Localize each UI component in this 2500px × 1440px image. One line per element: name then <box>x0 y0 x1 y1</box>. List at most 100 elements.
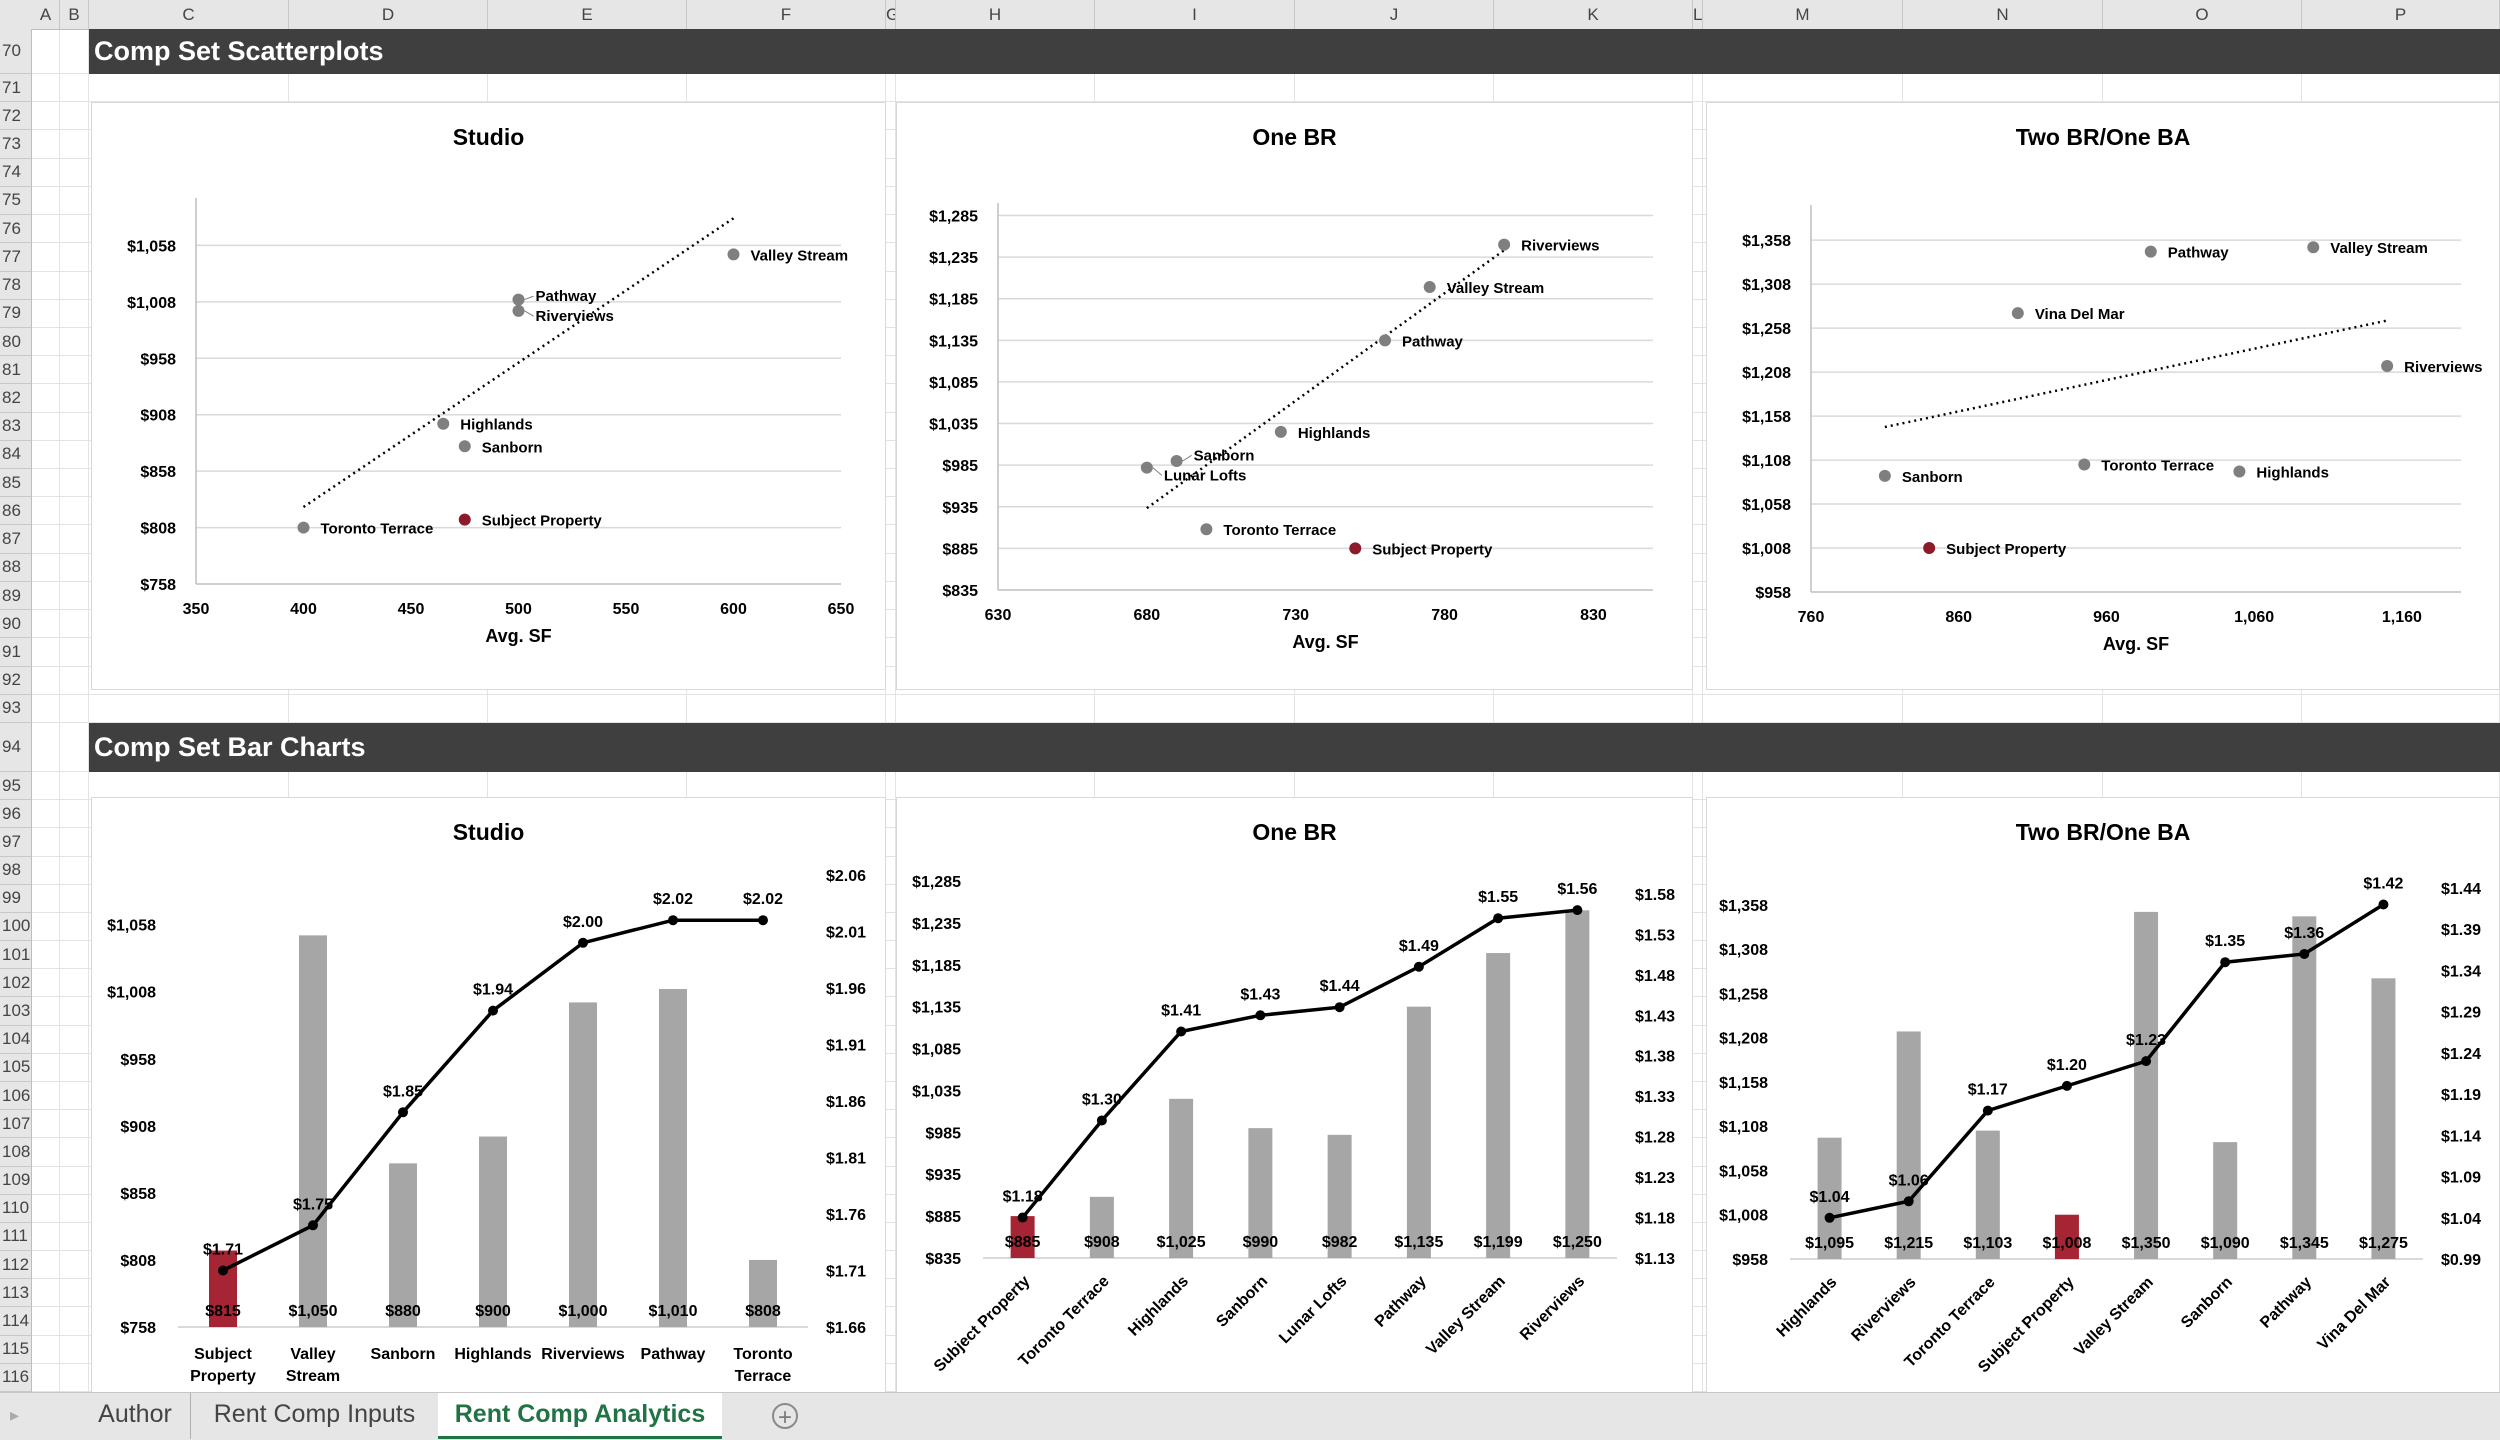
row-header-114[interactable]: 114 <box>0 1307 32 1336</box>
bar-chart-one-br[interactable]: One BR $835 $885 $935 $985 $1,035 $1,085 $1,135… <box>896 797 1693 1397</box>
column-header-I[interactable]: I <box>1095 0 1295 29</box>
column-header-G[interactable]: G <box>886 0 896 29</box>
row-header-116[interactable]: 116 <box>0 1363 32 1392</box>
row-header-98[interactable]: 98 <box>0 856 32 885</box>
row-header-81[interactable]: 81 <box>0 356 32 385</box>
point-label: Highlands <box>1298 425 1371 442</box>
column-header-P[interactable]: P <box>2302 0 2500 29</box>
column-header-E[interactable]: E <box>488 0 687 29</box>
bar-chart-studio[interactable]: Studio $758 $808 $858 $908 $958 $1,008 $1,058 $1… <box>91 797 886 1397</box>
y-tick-label: $958 <box>140 351 176 368</box>
row-header-85[interactable]: 85 <box>0 469 32 498</box>
row-header-93[interactable]: 93 <box>0 694 32 723</box>
gridline <box>2301 29 2302 1392</box>
row-header-107[interactable]: 107 <box>0 1110 32 1139</box>
row-header-106[interactable]: 106 <box>0 1082 32 1111</box>
row-header-76[interactable]: 76 <box>0 215 32 244</box>
row-header-105[interactable]: 105 <box>0 1053 32 1082</box>
gridline <box>2102 29 2103 1392</box>
row-header-90[interactable]: 90 <box>0 610 32 639</box>
column-header-J[interactable]: J <box>1295 0 1494 29</box>
row-header-109[interactable]: 109 <box>0 1166 32 1195</box>
row-header-86[interactable]: 86 <box>0 497 32 526</box>
row-header-104[interactable]: 104 <box>0 1025 32 1054</box>
row-header-70[interactable]: 70 <box>0 29 32 74</box>
left-axis-tick-label: $885 <box>925 1209 961 1226</box>
bar-data-label: $1,250 <box>1553 1234 1602 1251</box>
row-header-91[interactable]: 91 <box>0 638 32 667</box>
row-header-74[interactable]: 74 <box>0 158 32 187</box>
row-header-95[interactable]: 95 <box>0 772 32 801</box>
triangle-left-icon[interactable]: ▸ <box>10 1405 20 1425</box>
sheet-tab-author[interactable]: Author <box>80 1393 191 1439</box>
row-header-87[interactable]: 87 <box>0 525 32 554</box>
sheet-tab-rent-comp-analytics[interactable]: Rent Comp Analytics <box>438 1393 722 1439</box>
row-header-88[interactable]: 88 <box>0 553 32 582</box>
sheet-tab-rent-comp-inputs[interactable]: Rent Comp Inputs <box>191 1393 438 1439</box>
x-tick-label: 500 <box>505 601 532 618</box>
bar <box>1565 910 1590 1258</box>
row-header-79[interactable]: 79 <box>0 299 32 328</box>
category-label: Toronto Terrace <box>733 1346 792 1385</box>
scatter-chart-one-br[interactable]: One BR $835 $885 $935 $985 $1,035 $1,085 $1,135… <box>896 102 1693 690</box>
row-header-102[interactable]: 102 <box>0 969 32 998</box>
row-header-83[interactable]: 83 <box>0 412 32 441</box>
row-header-73[interactable]: 73 <box>0 130 32 159</box>
data-point <box>1878 469 1891 482</box>
row-header-115[interactable]: 115 <box>0 1335 32 1364</box>
column-header-N[interactable]: N <box>1903 0 2103 29</box>
column-header-A[interactable]: A <box>32 0 60 29</box>
row-header-101[interactable]: 101 <box>0 941 32 970</box>
gridline <box>895 29 896 1392</box>
row-header-84[interactable]: 84 <box>0 440 32 470</box>
right-axis-tick-label: $1.76 <box>826 1207 866 1224</box>
row-header-111[interactable]: 111 <box>0 1222 32 1252</box>
row-header-110[interactable]: 110 <box>0 1194 32 1223</box>
row-header-99[interactable]: 99 <box>0 884 32 913</box>
row-header-77[interactable]: 77 <box>0 243 32 272</box>
line-data-label: $1.04 <box>1810 1189 1850 1206</box>
column-header-F[interactable]: F <box>687 0 886 29</box>
column-header-B[interactable]: B <box>60 0 89 29</box>
scatter-chart-studio[interactable]: Studio $758 $808 $858 $908 $958 $1,008 $1,058 35… <box>91 102 886 690</box>
section-title: Comp Set Bar Charts <box>94 732 366 762</box>
row-header-108[interactable]: 108 <box>0 1138 32 1167</box>
row-header-113[interactable]: 113 <box>0 1279 32 1308</box>
subject-bar <box>1010 1216 1035 1258</box>
column-header-H[interactable]: H <box>896 0 1095 29</box>
column-header-L[interactable]: L <box>1693 0 1703 29</box>
right-axis-tick-label: $0.99 <box>2441 1252 2481 1269</box>
point-label: Subject Property <box>482 513 603 530</box>
y-tick-label: $1,308 <box>1742 277 1791 294</box>
row-header-103[interactable]: 103 <box>0 997 32 1026</box>
right-axis-tick-label: $1.19 <box>2441 1087 2481 1104</box>
row-header-100[interactable]: 100 <box>0 912 32 942</box>
row-header-71[interactable]: 71 <box>0 74 32 103</box>
row-header-78[interactable]: 78 <box>0 271 32 300</box>
row-header-80[interactable]: 80 <box>0 327 32 357</box>
column-header-C[interactable]: C <box>89 0 289 29</box>
scatter-chart-two-br[interactable]: Two BR/One BA $958 $1,008 $1,058 $1,108 $1,15… <box>1706 102 2500 690</box>
row-header-82[interactable]: 82 <box>0 384 32 413</box>
data-point <box>1379 334 1392 347</box>
bar <box>569 1002 597 1327</box>
x-tick-label: 450 <box>398 601 425 618</box>
row-header-92[interactable]: 92 <box>0 666 32 695</box>
bar-chart-two-br[interactable]: Two BR/One BA $958 $1,008 $1,058 $1,108 $1,15… <box>1706 797 2500 1397</box>
column-header-O[interactable]: O <box>2103 0 2302 29</box>
row-header-89[interactable]: 89 <box>0 581 32 611</box>
column-header-K[interactable]: K <box>1494 0 1693 29</box>
row-header-72[interactable]: 72 <box>0 102 32 131</box>
row-header-75[interactable]: 75 <box>0 186 32 216</box>
bar-data-label: $1,345 <box>2280 1235 2329 1252</box>
row-header-97[interactable]: 97 <box>0 828 32 857</box>
row-header-112[interactable]: 112 <box>0 1251 32 1280</box>
bar <box>1486 953 1511 1258</box>
row-header-94[interactable]: 94 <box>0 723 32 772</box>
category-label: Lunar Lofts <box>1276 1273 1350 1347</box>
row-header-96[interactable]: 96 <box>0 800 32 829</box>
right-axis-tick-label: $2.06 <box>826 868 866 885</box>
column-header-M[interactable]: M <box>1703 0 1903 29</box>
column-header-D[interactable]: D <box>289 0 488 29</box>
plus-circle-icon[interactable]: + <box>772 1403 798 1430</box>
